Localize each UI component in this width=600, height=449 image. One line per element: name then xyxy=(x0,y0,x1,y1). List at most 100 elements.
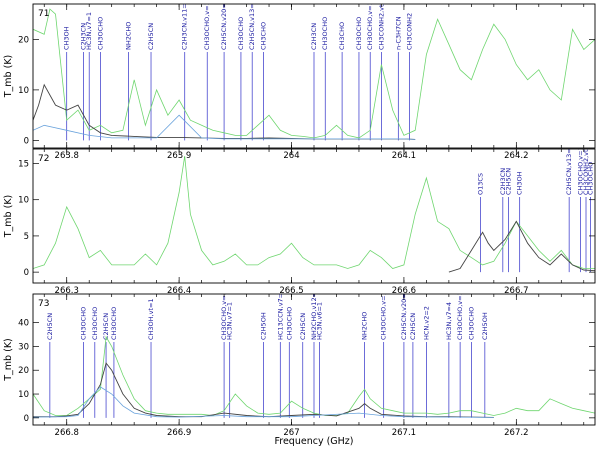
y-tick-label: 10 xyxy=(18,86,29,96)
line-id-label: HC3N,v7=1 xyxy=(85,12,93,50)
line-id-label: O13CS xyxy=(476,173,484,195)
line-id-label: C2H5CN xyxy=(409,313,417,340)
y-tick-label: 10 xyxy=(18,196,29,206)
line-id-label: C2H3CN xyxy=(80,23,88,50)
line-id-label: CH3CONH2,vt=1 xyxy=(582,140,590,195)
y-tick-label: 0 xyxy=(24,268,29,278)
line-id-label: CH3OCHO xyxy=(285,307,293,340)
panel-number: 71 xyxy=(38,9,49,19)
x-tick-label: 267.2 xyxy=(504,428,528,438)
line-id-label: NH2CHO xyxy=(361,312,369,340)
line-id-label: n-C3H7CN xyxy=(394,16,402,50)
line-id-label: CH3OCHO,v=1 xyxy=(366,1,374,50)
line-id-label: CH3OCHO xyxy=(467,307,475,340)
line-id-label: C2H3CN,v11=1 xyxy=(181,0,189,50)
line-id-label: HCN,v2=2 xyxy=(422,306,430,340)
y-tick-label: 5 xyxy=(24,232,29,242)
line-id-label: CH3OH,vt=1 xyxy=(147,298,155,340)
line-id-label: CH3OCHO xyxy=(355,17,363,50)
line-id-label: CH3CONH2 xyxy=(406,13,414,50)
series-group xyxy=(33,156,595,273)
line-id-label: CH3OCHO,v=1 xyxy=(380,291,388,340)
y-tick-label: 40 xyxy=(18,319,29,329)
y-tick-label: 10 xyxy=(18,390,29,400)
line-id-label: CH3CHO xyxy=(259,22,267,50)
line-id-label: CH3OCHO,v=1 xyxy=(203,1,211,50)
line-id-label: NH2CHO,v12=1 xyxy=(310,288,318,340)
line-id-label: CH3OCHO xyxy=(237,17,245,50)
x-tick-label: 263.9 xyxy=(167,151,191,161)
line-id-label: HC3N,v7=4 xyxy=(445,302,453,340)
panel-number: 72 xyxy=(38,154,49,164)
line-id-label: CH3CONH2,vt=1 xyxy=(377,0,385,50)
line-id-label: C2H5CN xyxy=(46,313,54,340)
y-tick-label: 20 xyxy=(18,35,29,45)
y-axis-label: T_mb (K) xyxy=(3,195,14,239)
x-tick-label: 266.8 xyxy=(55,428,79,438)
x-tick-label: 266.6 xyxy=(392,286,416,296)
line-id-label: CH3OCHO,v=1 xyxy=(456,291,464,340)
line-id-label: CH3OH xyxy=(63,26,71,50)
series-observed xyxy=(33,335,595,416)
series-model_component xyxy=(33,386,494,418)
line-id-label: C2H5CN,v20=1 xyxy=(220,0,228,50)
series-observed xyxy=(33,8,595,139)
series-observed xyxy=(33,156,595,269)
y-tick-label: 0 xyxy=(24,136,29,146)
y-axis-label: T_mb (K) xyxy=(3,55,14,99)
y-axis-label: T_mb (K) xyxy=(3,338,14,382)
series-model xyxy=(448,220,595,273)
line-id-label: HC3N,v7=1 xyxy=(226,302,234,340)
line-id-label: C2H3CN xyxy=(499,168,507,195)
line-id-label: CH3OCHO,v=1 xyxy=(576,146,584,195)
line-id-label: C2H5OH xyxy=(259,312,267,340)
y-tick-label: 15 xyxy=(18,159,29,169)
x-tick-label: 264.1 xyxy=(392,151,416,161)
x-tick-label: 266.5 xyxy=(279,286,303,296)
line-id-label: NH2CHO xyxy=(125,22,133,50)
line-id-group: C2H5CN CH3OCHO CH3OCHO C2H5CN CH3OCHO CH3OH,v… xyxy=(46,288,489,418)
x-tick-label: 266.7 xyxy=(504,286,528,296)
line-id-label: CH3OCHO xyxy=(587,162,595,195)
line-id-label: CH3OCHO xyxy=(91,307,99,340)
line-id-label: C2H5OH xyxy=(481,312,489,340)
line-id-label: C2H3CN xyxy=(310,23,318,50)
series-group xyxy=(33,8,595,140)
x-tick-label: 267 xyxy=(283,428,299,438)
x-tick-label: 266.4 xyxy=(167,286,191,296)
y-tick-label: 30 xyxy=(18,342,29,352)
x-tick-label: 264 xyxy=(283,151,299,161)
line-id-label: CH3OCHO xyxy=(110,307,118,340)
line-id-label: CH3OH xyxy=(516,171,524,195)
y-tick-label: 0 xyxy=(24,414,29,424)
line-id-label: CH3OCHO xyxy=(96,17,104,50)
line-id-label: C2H5CN xyxy=(299,313,307,340)
line-id-label: HC3N,v6=1 xyxy=(316,302,324,340)
series-model_component xyxy=(33,114,416,140)
x-tick-label: 266.3 xyxy=(55,286,79,296)
series-group xyxy=(33,335,595,418)
line-id-label: CH3OCHO,v=1 xyxy=(220,291,228,340)
line-id-label: C2H5CN,v20=1 xyxy=(400,289,408,340)
line-id-label: CH3OCHO xyxy=(321,17,329,50)
line-id-label: C2H5CN xyxy=(102,313,110,340)
line-id-label: C2H5CN,v13=1 xyxy=(248,0,256,50)
line-id-label: CH3CHO xyxy=(338,22,346,50)
line-id-label: HC13CCN,v7=1 xyxy=(276,289,284,340)
x-axis-label: Frequency (GHz) xyxy=(274,436,353,447)
line-id-label: C2H5CN,v13=1 xyxy=(565,144,573,195)
line-id-label: CH3OCHO xyxy=(80,307,88,340)
x-tick-label: 263.8 xyxy=(55,151,79,161)
panel-number: 73 xyxy=(38,299,49,309)
panel-73: C2H5CN CH3OCHO CH3OCHO C2H5CN CH3OCHO CH3OH,v… xyxy=(3,288,596,447)
x-tick-label: 267.1 xyxy=(392,428,416,438)
line-id-label: C2H5CN xyxy=(147,23,155,50)
x-tick-label: 266.9 xyxy=(167,428,191,438)
x-tick-label: 264.2 xyxy=(504,151,528,161)
line-id-label: C2H5CN xyxy=(504,168,512,195)
